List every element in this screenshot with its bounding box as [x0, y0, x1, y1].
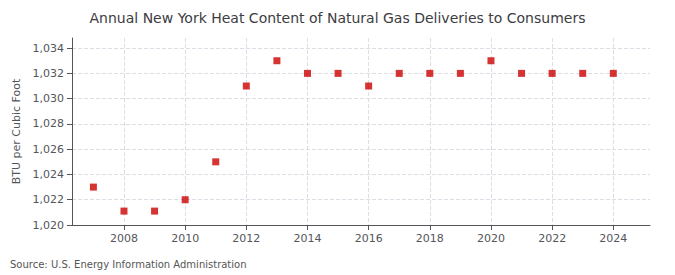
svg-text:1,032: 1,032 — [33, 67, 65, 80]
svg-text:1,034: 1,034 — [33, 42, 65, 55]
svg-text:2008: 2008 — [110, 232, 138, 245]
svg-text:Source: U.S. Energy Informatio: Source: U.S. Energy Information Administ… — [10, 259, 247, 270]
svg-text:1,022: 1,022 — [33, 193, 65, 206]
svg-text:2012: 2012 — [232, 232, 260, 245]
svg-text:2010: 2010 — [171, 232, 199, 245]
svg-text:2016: 2016 — [355, 232, 383, 245]
svg-text:2022: 2022 — [538, 232, 566, 245]
svg-text:2024: 2024 — [599, 232, 627, 245]
svg-text:BTU per Cubic Foot: BTU per Cubic Foot — [10, 78, 23, 184]
svg-text:2014: 2014 — [293, 232, 321, 245]
svg-text:2020: 2020 — [477, 232, 505, 245]
svg-text:1,026: 1,026 — [33, 143, 65, 156]
svg-text:Annual New York Heat Content o: Annual New York Heat Content of Natural … — [90, 10, 586, 26]
svg-text:1,020: 1,020 — [33, 219, 65, 232]
svg-text:1,024: 1,024 — [33, 168, 65, 181]
svg-text:2018: 2018 — [416, 232, 444, 245]
svg-text:1,028: 1,028 — [33, 117, 65, 130]
svg-text:1,030: 1,030 — [33, 92, 65, 105]
